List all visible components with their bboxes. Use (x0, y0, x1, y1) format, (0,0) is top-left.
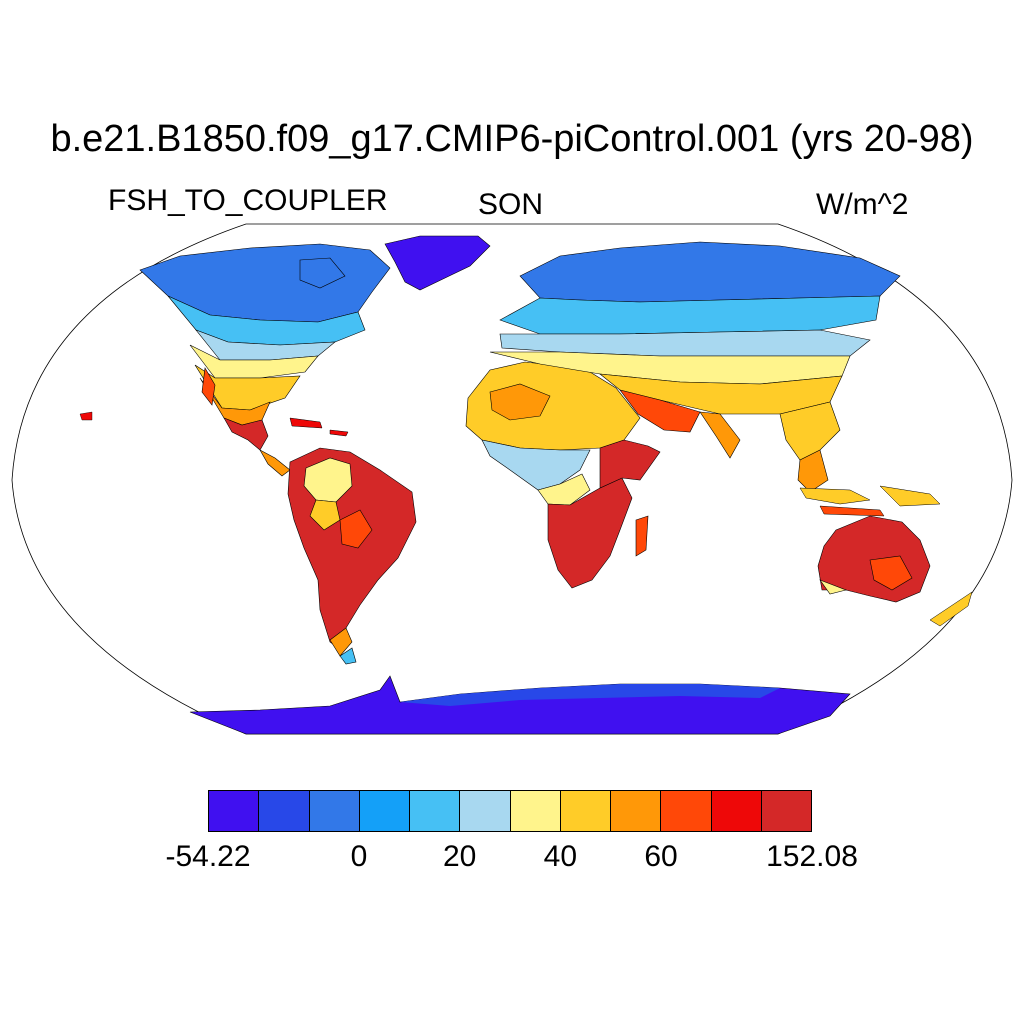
colorbar-tick-label: 60 (644, 840, 678, 873)
colorbar-swatch (611, 791, 662, 831)
units-label: W/m^2 (816, 188, 909, 221)
colorbar-swatch (410, 791, 461, 831)
plot-title: b.e21.B1850.f09_g17.CMIP6-piControl.001 … (50, 118, 974, 160)
colorbar-tick-label: -54.22 (165, 840, 251, 873)
colorbar-swatch (309, 791, 360, 831)
new-zealand (929, 591, 973, 627)
colorbar-tick-label: 0 (350, 840, 368, 873)
colorbar-tick-label: 20 (442, 840, 477, 873)
colorbar-swatch (711, 791, 762, 831)
colorbar-swatch (761, 791, 811, 831)
maritime-southeast-asia (799, 485, 941, 517)
season-label: SON (478, 188, 544, 221)
colorbar (208, 790, 812, 832)
south-america (287, 447, 417, 665)
north-america (139, 243, 391, 477)
colorbar-swatch (259, 791, 310, 831)
eurasia (489, 241, 901, 493)
australia (817, 515, 931, 603)
colorbar-swatch (359, 791, 410, 831)
colorbar-swatch (460, 791, 511, 831)
colorbar-swatch (209, 791, 260, 831)
antarctica-coast (400, 684, 780, 706)
colorbar-tick-label: 152.08 (766, 840, 858, 873)
hawaii (79, 411, 93, 421)
africa (465, 361, 661, 589)
greenland (384, 235, 491, 291)
colorbar-tick-label: 40 (543, 840, 578, 873)
variable-label: FSH_TO_COUPLER (108, 184, 388, 217)
colorbar-swatch (510, 791, 561, 831)
caribbean (289, 417, 349, 437)
colorbar-swatch (661, 791, 712, 831)
colorbar-swatch (560, 791, 611, 831)
